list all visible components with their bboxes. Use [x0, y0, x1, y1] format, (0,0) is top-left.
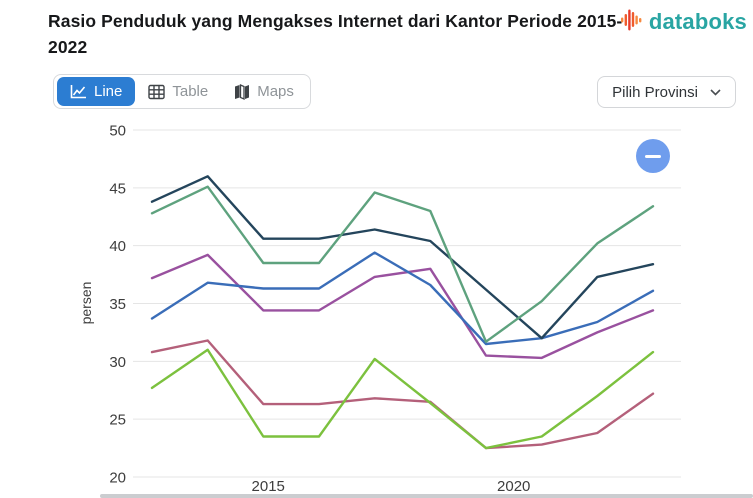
- tab-maps-label: Maps: [257, 83, 294, 100]
- tab-line[interactable]: Line: [57, 77, 136, 106]
- y-tick-label: 50: [109, 123, 126, 140]
- series-lime: [150, 348, 655, 450]
- tab-table-label: Table: [172, 83, 209, 100]
- chart-view-tabs: Line Table Maps: [53, 74, 311, 109]
- y-tick-label: 35: [109, 296, 126, 313]
- y-axis-title: persen: [78, 282, 94, 325]
- bottom-scroll-strip[interactable]: [100, 494, 753, 498]
- y-tick-label: 25: [109, 412, 126, 429]
- zoom-out-button[interactable]: [636, 139, 670, 173]
- page-title: Rasio Penduduk yang Mengakses Internet d…: [48, 11, 623, 57]
- series-purple: [150, 253, 655, 360]
- tab-line-label: Line: [94, 83, 123, 100]
- tab-maps[interactable]: Maps: [221, 77, 307, 106]
- series-navy: [150, 175, 655, 340]
- databoks-logo: databoks: [620, 6, 747, 37]
- y-tick-label: 30: [109, 354, 126, 371]
- databoks-logo-text: databoks: [648, 8, 747, 34]
- y-tick-label: 40: [109, 238, 126, 255]
- x-tick-label: 2020: [497, 478, 530, 495]
- series-green: [150, 185, 655, 343]
- y-tick-label: 20: [109, 470, 126, 487]
- series-blue: [150, 251, 655, 346]
- y-tick-label: 45: [109, 180, 126, 197]
- series-rose: [150, 339, 655, 450]
- maps-icon: [234, 83, 250, 100]
- province-dropdown[interactable]: Pilih Provinsi: [597, 76, 736, 108]
- minus-icon: [645, 154, 661, 158]
- table-icon: [148, 84, 166, 100]
- province-dropdown-label: Pilih Provinsi: [612, 83, 698, 101]
- chevron-down-icon: [710, 88, 721, 96]
- databoks-bars-icon: [620, 6, 646, 37]
- x-tick-label: 2015: [252, 478, 285, 495]
- tab-table[interactable]: Table: [135, 77, 221, 106]
- line-chart-icon: [70, 84, 87, 99]
